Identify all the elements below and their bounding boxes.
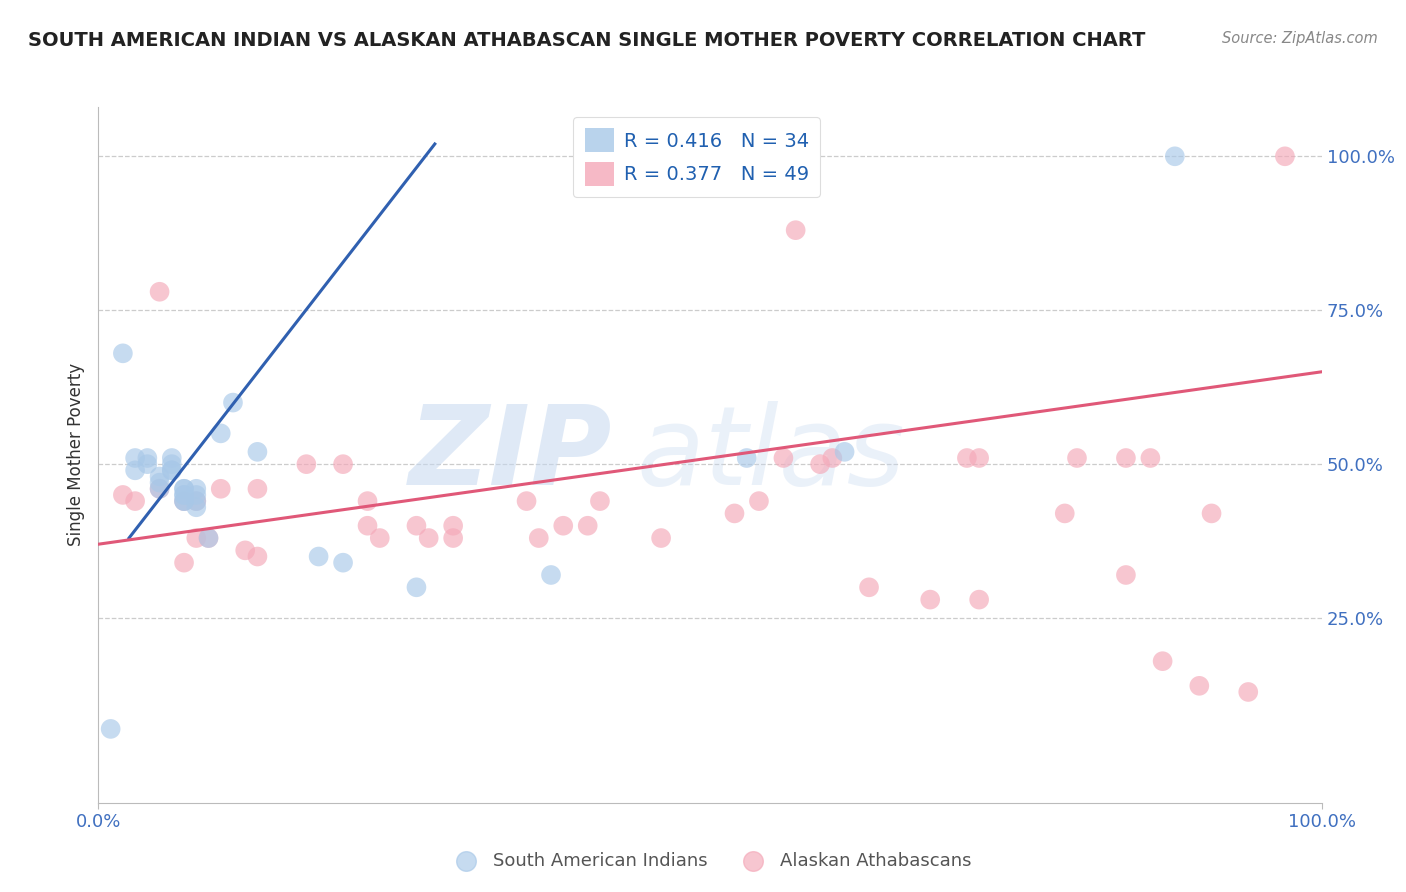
Point: [527, 531, 550, 545]
Point: [967, 450, 990, 465]
Point: [173, 488, 195, 502]
Point: [540, 568, 562, 582]
Point: [308, 549, 330, 564]
Point: [149, 482, 172, 496]
Point: [111, 488, 134, 502]
Point: [186, 482, 208, 496]
Point: [160, 463, 183, 477]
Point: [100, 722, 122, 736]
Point: [173, 482, 195, 496]
Point: [149, 482, 172, 496]
Point: [1053, 507, 1076, 521]
Point: [173, 482, 195, 496]
Point: [1152, 654, 1174, 668]
Point: [160, 457, 183, 471]
Point: [332, 457, 354, 471]
Point: [650, 531, 672, 545]
Point: [295, 457, 318, 471]
Point: [834, 445, 856, 459]
Point: [246, 549, 269, 564]
Point: [1237, 685, 1260, 699]
Point: [186, 494, 208, 508]
Point: [222, 395, 245, 409]
Point: [589, 494, 612, 508]
Point: [186, 494, 208, 508]
Text: atlas: atlas: [637, 401, 905, 508]
Point: [735, 450, 758, 465]
Point: [111, 346, 134, 360]
Legend: South American Indians, Alaskan Athabascans: South American Indians, Alaskan Athabasc…: [441, 845, 979, 877]
Point: [723, 507, 745, 521]
Point: [405, 518, 427, 533]
Point: [173, 556, 195, 570]
Point: [173, 494, 195, 508]
Text: SOUTH AMERICAN INDIAN VS ALASKAN ATHABASCAN SINGLE MOTHER POVERTY CORRELATION CH: SOUTH AMERICAN INDIAN VS ALASKAN ATHABAS…: [28, 31, 1146, 50]
Point: [173, 494, 195, 508]
Point: [1164, 149, 1187, 163]
Point: [160, 450, 183, 465]
Point: [136, 457, 159, 471]
Point: [356, 518, 378, 533]
Point: [405, 580, 427, 594]
Point: [209, 426, 232, 441]
Text: ZIP: ZIP: [409, 401, 612, 508]
Point: [967, 592, 990, 607]
Point: [515, 494, 537, 508]
Point: [418, 531, 440, 545]
Point: [808, 457, 831, 471]
Point: [785, 223, 807, 237]
Point: [332, 556, 354, 570]
Point: [858, 580, 880, 594]
Point: [124, 450, 146, 465]
Point: [173, 488, 195, 502]
Point: [197, 531, 219, 545]
Point: [441, 531, 464, 545]
Point: [368, 531, 391, 545]
Point: [1066, 450, 1088, 465]
Point: [441, 518, 464, 533]
Point: [186, 500, 208, 515]
Point: [1201, 507, 1223, 521]
Point: [956, 450, 979, 465]
Point: [1115, 568, 1137, 582]
Point: [233, 543, 256, 558]
Y-axis label: Single Mother Poverty: Single Mother Poverty: [66, 363, 84, 547]
Point: [149, 285, 172, 299]
Point: [576, 518, 599, 533]
Point: [356, 494, 378, 508]
Point: [136, 450, 159, 465]
Point: [920, 592, 942, 607]
Point: [821, 450, 844, 465]
Point: [1139, 450, 1161, 465]
Point: [149, 469, 172, 483]
Point: [160, 463, 183, 477]
Point: [246, 445, 269, 459]
Point: [553, 518, 575, 533]
Point: [197, 531, 219, 545]
Point: [209, 482, 232, 496]
Point: [186, 488, 208, 502]
Point: [124, 494, 146, 508]
Text: Source: ZipAtlas.com: Source: ZipAtlas.com: [1222, 31, 1378, 46]
Point: [748, 494, 770, 508]
Point: [1188, 679, 1211, 693]
Point: [772, 450, 794, 465]
Point: [1115, 450, 1137, 465]
Point: [186, 531, 208, 545]
Point: [124, 463, 146, 477]
Point: [149, 475, 172, 490]
Point: [173, 494, 195, 508]
Point: [246, 482, 269, 496]
Point: [1274, 149, 1296, 163]
